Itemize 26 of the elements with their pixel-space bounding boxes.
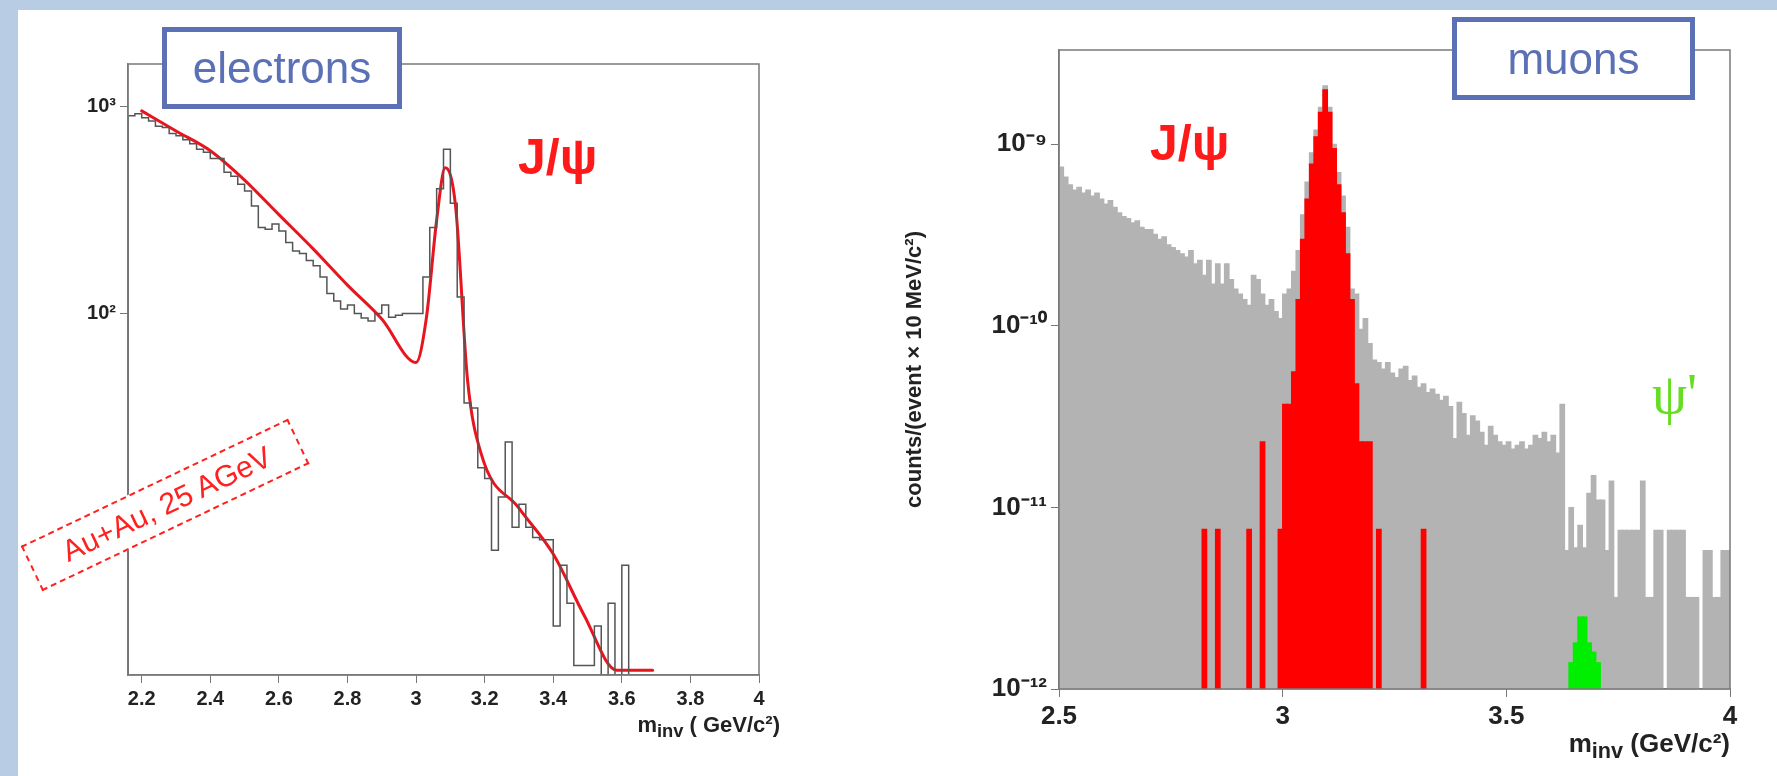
- y-tick-label: 10⁻¹¹: [991, 490, 1047, 521]
- x-tick-label: 3.6: [607, 686, 636, 709]
- x-tick-label: 3.2: [470, 686, 499, 709]
- x-tick-label: 2.2: [127, 686, 156, 709]
- annotation: muons: [1452, 17, 1695, 100]
- annotation: ψ': [1652, 362, 1698, 426]
- y-tick-label: 10⁻¹⁰: [991, 308, 1048, 339]
- x-axis-title: m$_{inv}$ (GeV/c²): [1568, 728, 1730, 765]
- annotation: J/ψ: [518, 128, 598, 186]
- x-tick-label: 4: [1722, 699, 1738, 730]
- y-tick-label: 10²: [87, 301, 117, 324]
- y-tick-label: 10³: [87, 93, 117, 116]
- x-tick-label: 2.4: [196, 686, 226, 709]
- y-axis-title: counts/(event × 10 MeV/c²): [901, 231, 927, 508]
- annotation: electrons: [162, 27, 402, 109]
- x-tick-label: 3.4: [539, 686, 569, 709]
- x-axis-title: m$_{inv}$ ( GeV/c²): [637, 712, 780, 743]
- x-tick-label: 3: [1275, 699, 1290, 730]
- x-tick-label: 3.5: [1488, 699, 1525, 730]
- x-tick-label: 4: [753, 686, 766, 709]
- x-tick-label: 2.8: [333, 686, 362, 709]
- annotation: J/ψ: [1150, 114, 1230, 172]
- x-tick-label: 3: [410, 686, 422, 709]
- x-tick-label: 3.8: [676, 686, 705, 709]
- x-tick-label: 2.6: [264, 686, 293, 709]
- y-tick-label: 10⁻⁹: [996, 127, 1047, 158]
